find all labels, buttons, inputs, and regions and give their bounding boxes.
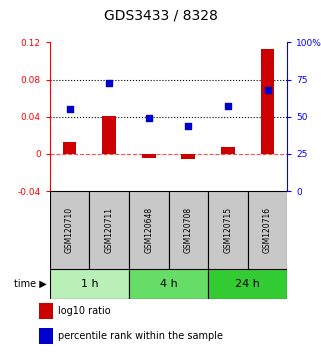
Point [146, 115, 151, 121]
Text: GSM120715: GSM120715 [223, 207, 232, 253]
Bar [89, 191, 129, 269]
Text: GSM120710: GSM120710 [65, 207, 74, 253]
Bar [39, 303, 53, 319]
Text: GSM120716: GSM120716 [263, 207, 272, 253]
Text: 24 h: 24 h [235, 279, 260, 289]
Bar [208, 269, 287, 299]
Point [265, 87, 270, 93]
Text: time ▶: time ▶ [14, 279, 47, 289]
Bar [169, 191, 208, 269]
Bar [142, 154, 156, 158]
Text: 4 h: 4 h [160, 279, 178, 289]
Bar [129, 269, 208, 299]
Bar [248, 191, 287, 269]
Point [225, 104, 230, 109]
Text: GSM120708: GSM120708 [184, 207, 193, 253]
Bar [261, 49, 274, 154]
Text: GSM120711: GSM120711 [105, 207, 114, 253]
Bar [181, 154, 195, 159]
Bar [221, 147, 235, 154]
Bar [50, 269, 129, 299]
Point [67, 107, 72, 112]
Text: GSM120648: GSM120648 [144, 207, 153, 253]
Text: 1 h: 1 h [81, 279, 98, 289]
Text: GDS3433 / 8328: GDS3433 / 8328 [104, 9, 217, 23]
Bar [50, 191, 89, 269]
Bar [102, 116, 116, 154]
Bar [129, 191, 169, 269]
Point [186, 123, 191, 129]
Bar [39, 328, 53, 344]
Bar [208, 191, 248, 269]
Bar [63, 142, 76, 154]
Point [107, 80, 112, 85]
Text: percentile rank within the sample: percentile rank within the sample [58, 331, 223, 341]
Text: log10 ratio: log10 ratio [58, 306, 110, 316]
